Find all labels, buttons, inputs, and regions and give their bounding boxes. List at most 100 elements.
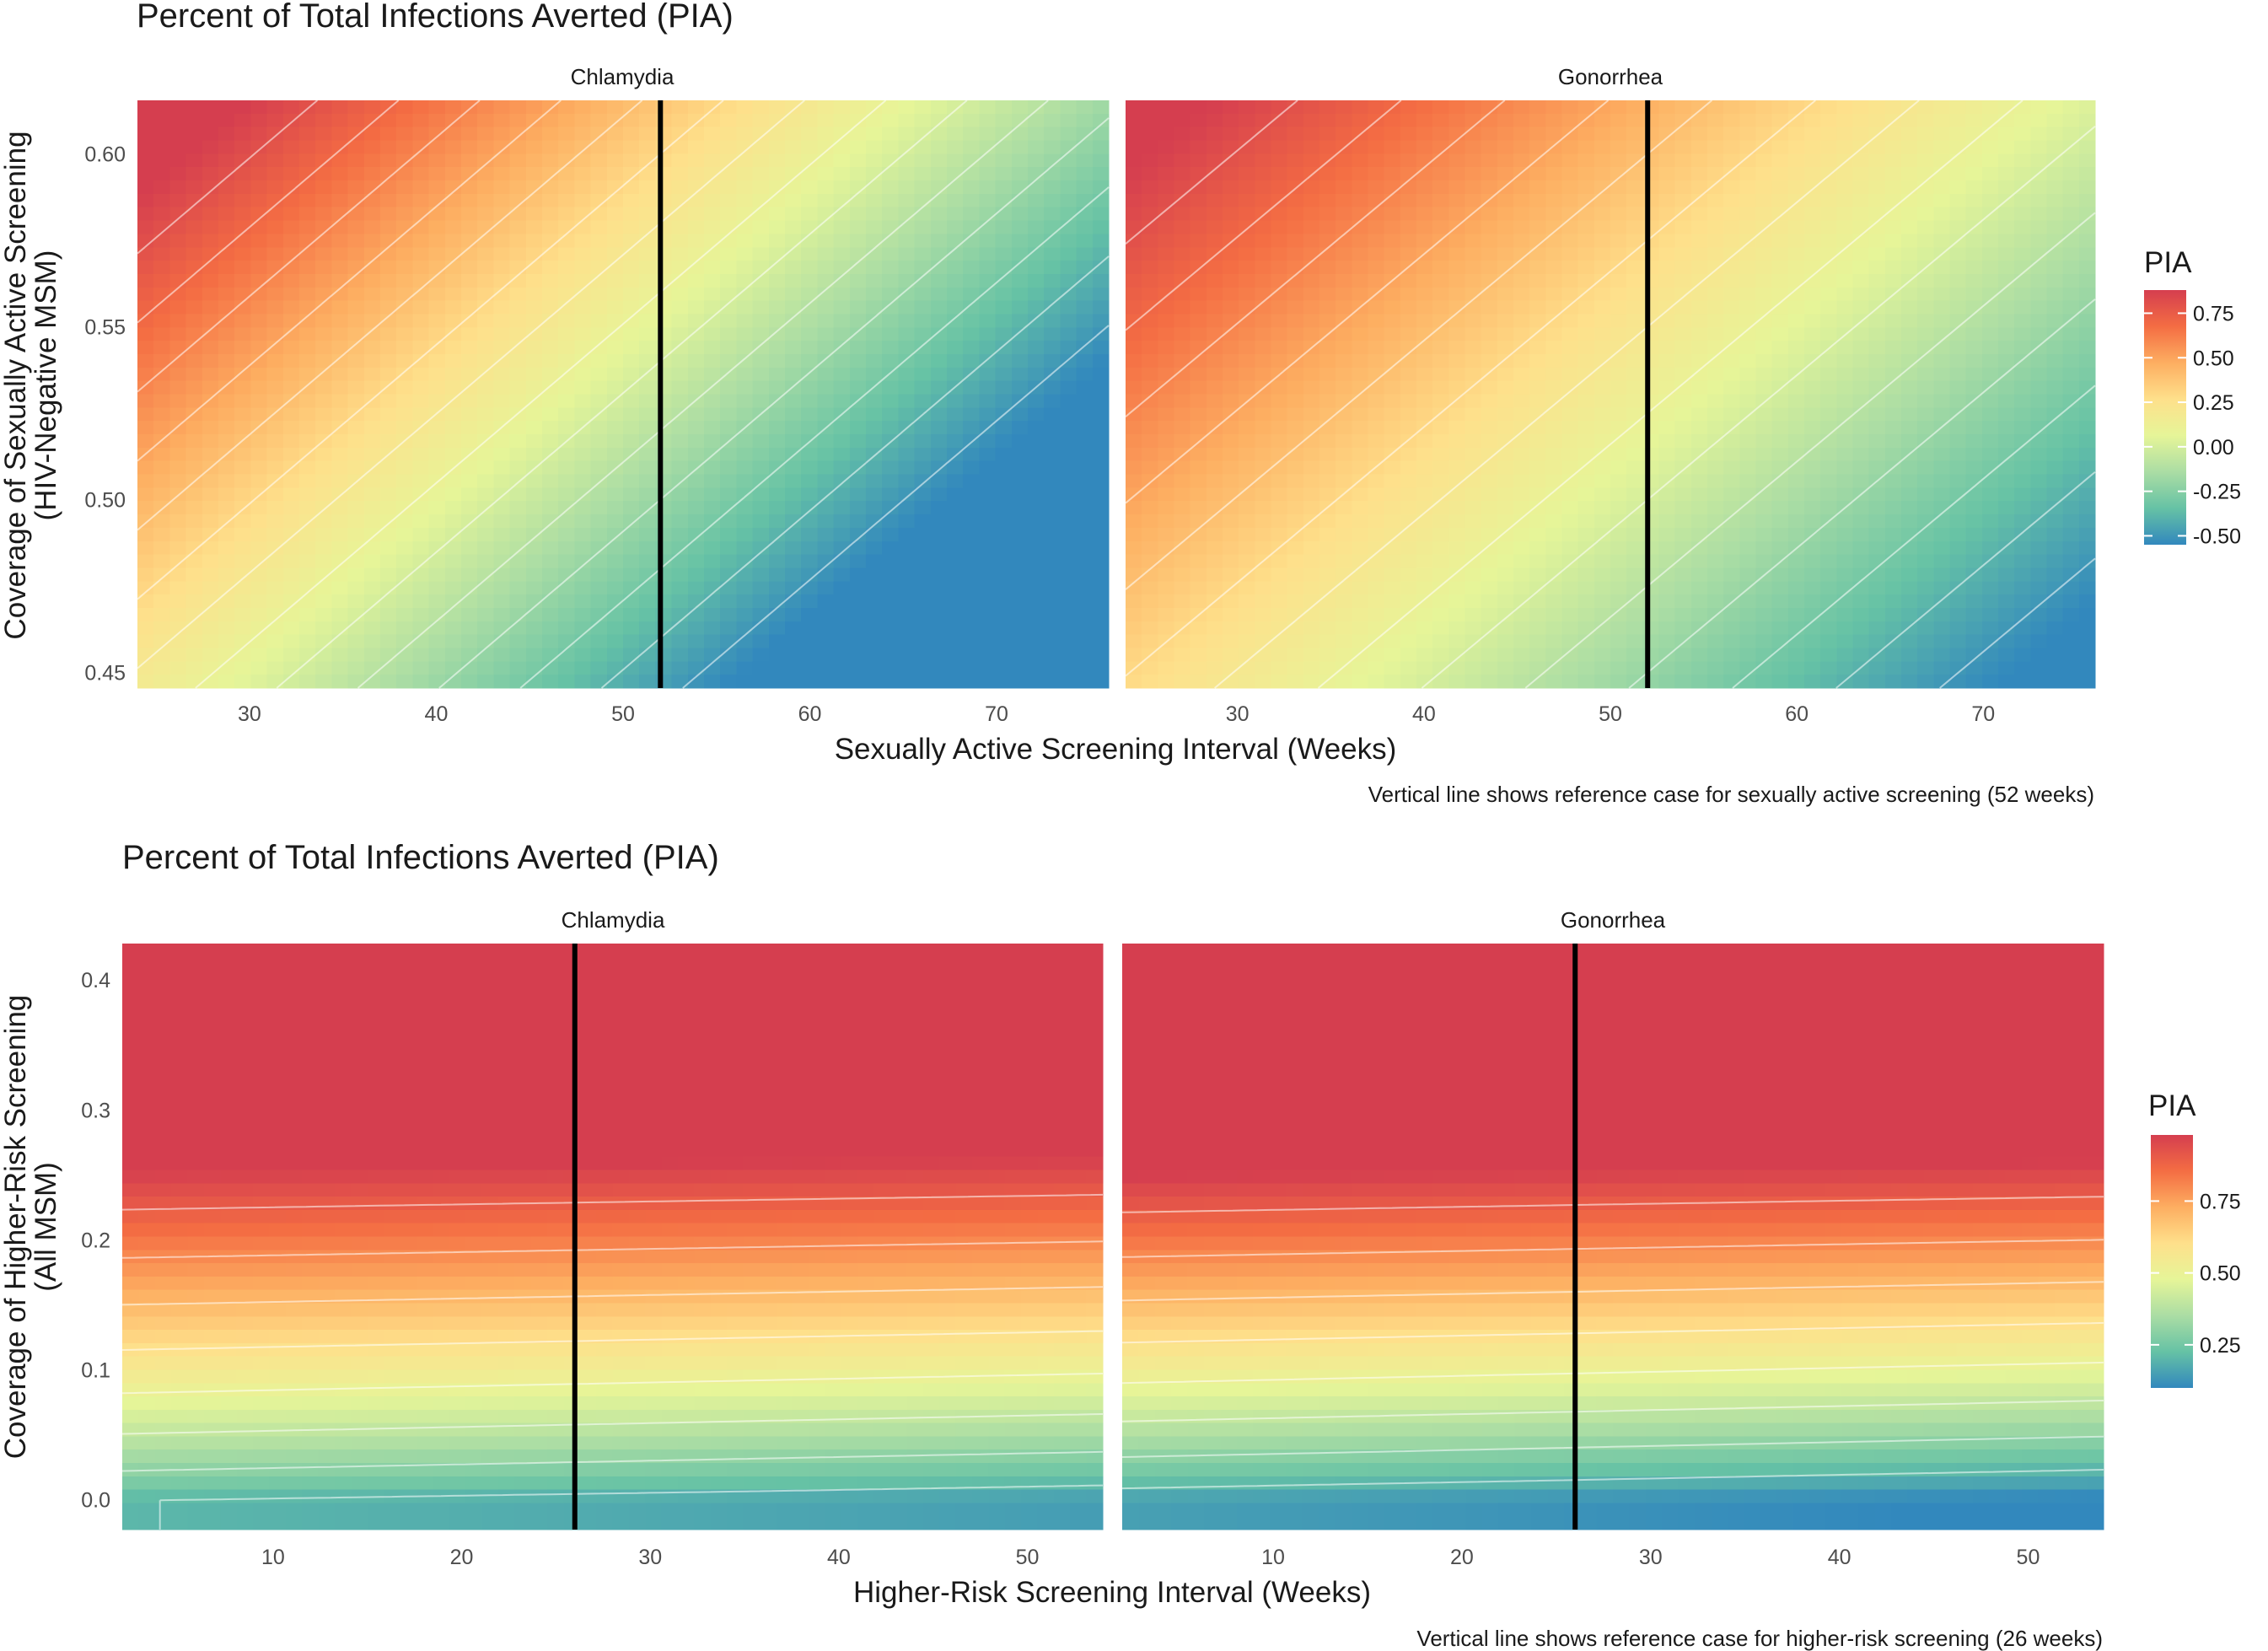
heatmap-cell [1465, 407, 1482, 422]
heatmap-cell [299, 661, 316, 675]
heatmap-cell [1011, 540, 1029, 556]
heatmap-cell [768, 527, 786, 542]
heatmap-cell [1384, 314, 1401, 328]
heatmap-cell [1368, 594, 1385, 609]
heatmap-cell [1933, 434, 1951, 449]
heatmap-cell [347, 421, 365, 435]
heatmap-cell [768, 353, 786, 368]
heatmap-cell [169, 220, 187, 235]
heatmap-cell [153, 567, 170, 582]
heatmap-cell [1319, 661, 1336, 675]
heatmap-cell [1965, 126, 1983, 142]
heatmap-cell [1884, 100, 1902, 115]
heatmap-cell [1690, 594, 1708, 609]
heatmap-cell [282, 341, 300, 355]
heatmap-cell [1868, 434, 1886, 449]
heatmap-cell [1917, 314, 1934, 328]
heatmap-cell [1287, 367, 1304, 382]
heatmap-cell [866, 193, 883, 208]
heatmap-cell [1142, 675, 1158, 689]
heatmap-cell [250, 100, 268, 115]
heatmap-cell [1206, 314, 1223, 328]
heatmap-cell [671, 661, 689, 675]
heatmap-cell [995, 527, 1013, 542]
heatmap-cell [1028, 300, 1045, 315]
heatmap-cell [558, 394, 575, 408]
heatmap-cell [1965, 554, 1983, 569]
heatmap-cell [1561, 353, 1579, 368]
heatmap-cell [1836, 394, 1854, 408]
heatmap-cell [347, 167, 365, 181]
heatmap-cell [1755, 661, 1773, 675]
heatmap-cell [1868, 167, 1886, 181]
heatmap-cell [1400, 621, 1417, 636]
heatmap-cell [1432, 287, 1449, 302]
heatmap-cell [704, 501, 721, 515]
heatmap-cell [1368, 675, 1385, 689]
heatmap-cell [169, 287, 187, 302]
heatmap-cell [1384, 153, 1401, 168]
heatmap-cell [995, 314, 1013, 328]
heatmap-cell [1804, 540, 1821, 556]
heatmap-cell [995, 207, 1013, 222]
heatmap-cell [1836, 273, 1854, 288]
heatmap-cell [1028, 220, 1045, 235]
heatmap-cell [1223, 527, 1239, 542]
heatmap-cell [833, 140, 851, 154]
heatmap-cell [1658, 167, 1676, 181]
heatmap-cell [1771, 180, 1789, 195]
heatmap-cell [558, 634, 575, 649]
heatmap-cell [1142, 140, 1158, 154]
heatmap-cell [1497, 113, 1514, 128]
heatmap-cell [1239, 434, 1255, 449]
heatmap-cell [1465, 100, 1482, 115]
heatmap-cell [849, 634, 867, 649]
heatmap-cell [1336, 100, 1352, 115]
heatmap-cell [202, 514, 219, 529]
heatmap-cell [752, 234, 770, 248]
heatmap-cell [1513, 261, 1530, 275]
heatmap-cell [1545, 234, 1563, 248]
heatmap-cell [1836, 581, 1854, 595]
heatmap-cell [590, 341, 608, 355]
heatmap-cell [736, 407, 754, 422]
heatmap-cell [234, 648, 251, 662]
heatmap-cell [1319, 648, 1336, 662]
heatmap-cell [1206, 300, 1223, 315]
heatmap-cell [768, 380, 786, 395]
heatmap-cell [1481, 394, 1498, 408]
heatmap-cell [1513, 153, 1530, 168]
heatmap-cell [282, 140, 300, 154]
heatmap-cell [1949, 554, 1967, 569]
heatmap-cell [623, 207, 640, 222]
heatmap-cell [1076, 126, 1094, 142]
heatmap-cell [1577, 394, 1595, 408]
heatmap-cell [1933, 567, 1951, 582]
heatmap-cell [1626, 675, 1643, 689]
heatmap-cell [720, 220, 737, 235]
heatmap-cell [1690, 126, 1708, 142]
heatmap-cell [1787, 140, 1805, 154]
heatmap-cell [979, 327, 997, 341]
heatmap-cell [1820, 394, 1837, 408]
heatmap-cell [1497, 167, 1514, 181]
heatmap-cell [137, 594, 154, 609]
heatmap-cell [1255, 353, 1272, 368]
heatmap-cell [493, 247, 511, 261]
heatmap-cell [639, 487, 656, 502]
heatmap-cell [1287, 193, 1304, 208]
heatmap-cell [1481, 621, 1498, 636]
heatmap-cell [1868, 153, 1886, 168]
heatmap-cell [1545, 474, 1563, 488]
heatmap-cell [1787, 353, 1805, 368]
heatmap-cell [574, 314, 592, 328]
heatmap-cell [1255, 675, 1272, 689]
heatmap-cell [1432, 567, 1449, 582]
heatmap-cell [606, 394, 624, 408]
heatmap-cell [1416, 113, 1433, 128]
heatmap-cell [137, 300, 154, 315]
heatmap-cell [930, 514, 948, 529]
heatmap-cell [363, 113, 381, 128]
heatmap-cell [1755, 153, 1773, 168]
heatmap-cell [412, 220, 430, 235]
